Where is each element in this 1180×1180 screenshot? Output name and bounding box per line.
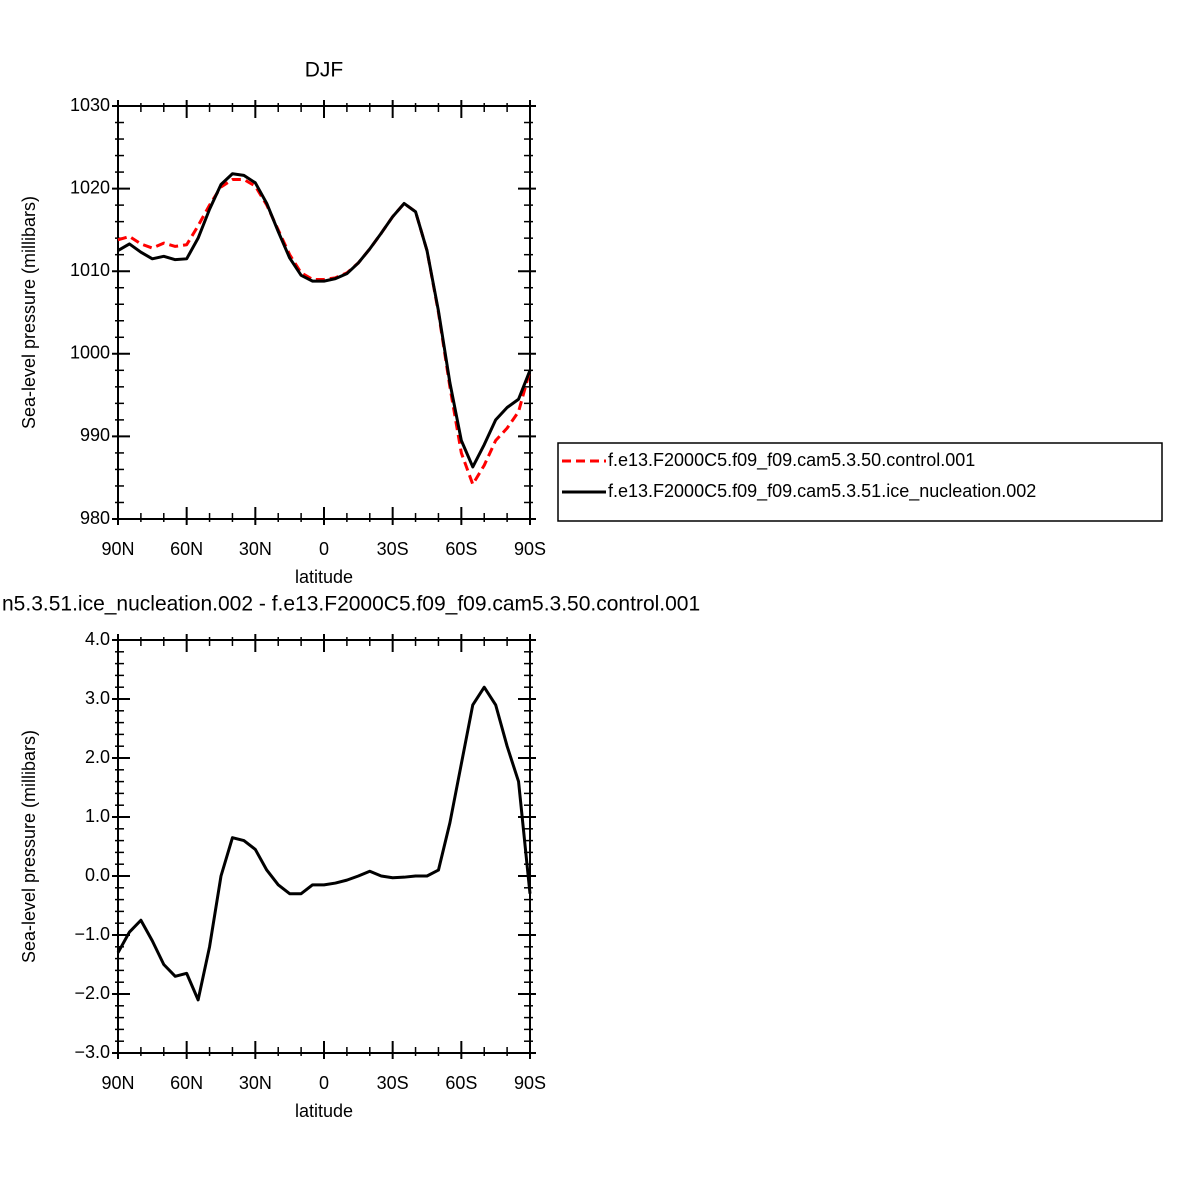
y-tick-label: −2.0: [74, 983, 110, 1003]
x-tick-label: 30N: [239, 539, 272, 559]
x-axis-label: latitude: [295, 567, 353, 587]
y-axis-label: Sea-level pressure (millibars): [19, 196, 39, 429]
y-tick-label: 1000: [70, 343, 110, 363]
x-tick-label: 60N: [170, 539, 203, 559]
x-tick-label: 0: [319, 1073, 329, 1093]
x-tick-label: 0: [319, 539, 329, 559]
x-tick-label: 90S: [514, 1073, 546, 1093]
x-tick-label: 30N: [239, 1073, 272, 1093]
y-tick-label: 0.0: [85, 865, 110, 885]
y-axis-label: Sea-level pressure (millibars): [19, 730, 39, 963]
legend-label: f.e13.F2000C5.f09_f09.cam5.3.51.ice_nucl…: [608, 481, 1036, 502]
plot-frame: [117, 639, 531, 1054]
legend-box: [557, 442, 1163, 522]
y-tick-label: 2.0: [85, 747, 110, 767]
data-line: [117, 178, 532, 486]
y-tick-label: 3.0: [85, 688, 110, 708]
data-line: [117, 172, 532, 469]
y-tick-label: −3.0: [74, 1042, 110, 1062]
y-tick-label: 990: [80, 425, 110, 445]
y-tick-label: 1010: [70, 260, 110, 280]
y-tick-label: −1.0: [74, 924, 110, 944]
x-tick-label: 60N: [170, 1073, 203, 1093]
x-tick-label: 60S: [445, 1073, 477, 1093]
chart-title: n5.3.51.ice_nucleation.002 - f.e13.F2000…: [2, 593, 700, 616]
x-tick-label: 90N: [101, 539, 134, 559]
x-tick-label: 90S: [514, 539, 546, 559]
x-axis-label: latitude: [295, 1101, 353, 1121]
y-tick-label: 1020: [70, 177, 110, 197]
chart-title: DJF: [305, 59, 344, 82]
y-tick-label: 980: [80, 508, 110, 528]
y-tick-label: 1.0: [85, 806, 110, 826]
x-tick-label: 30S: [377, 539, 409, 559]
x-tick-label: 30S: [377, 1073, 409, 1093]
data-line: [116, 685, 532, 1002]
x-tick-label: 90N: [101, 1073, 134, 1093]
legend-label: f.e13.F2000C5.f09_f09.cam5.3.50.control.…: [608, 450, 975, 471]
y-tick-label: 4.0: [85, 629, 110, 649]
y-tick-label: 1030: [70, 95, 110, 115]
x-tick-label: 60S: [445, 539, 477, 559]
